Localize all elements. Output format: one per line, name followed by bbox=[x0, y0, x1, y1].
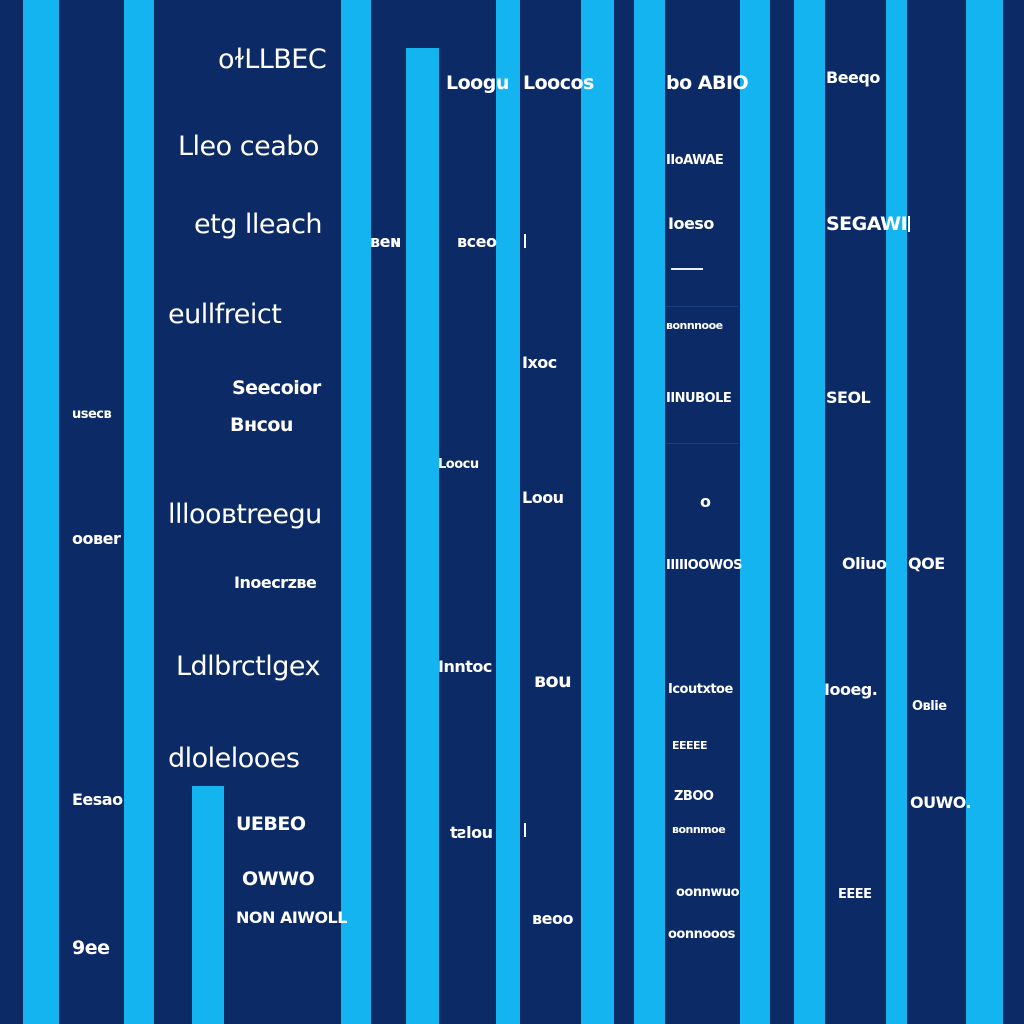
label-a5: Seecoior bbox=[232, 377, 321, 399]
stripe-1 bbox=[23, 0, 59, 1024]
stripe-3 bbox=[192, 786, 224, 1024]
label-d10: ZBOO bbox=[674, 789, 714, 804]
label-c4: Loocu bbox=[438, 457, 479, 472]
stripe-7 bbox=[581, 0, 614, 1024]
label-d2: IIoAWAE bbox=[666, 153, 724, 168]
label-c10: ʙeoo bbox=[532, 909, 573, 928]
stripe-4 bbox=[341, 0, 371, 1024]
label-e4: Oliuo bbox=[842, 554, 887, 573]
label-d13: oonnooos bbox=[668, 927, 735, 942]
label-c9: tƨlou bbox=[450, 823, 493, 842]
label-d4: ʙonnnooe bbox=[666, 319, 723, 332]
stripe-10 bbox=[794, 0, 825, 1024]
label-d7: IIIIIOOWOS bbox=[666, 558, 743, 573]
label-left-4: 9ee bbox=[72, 937, 110, 959]
label-a10: dlolelooes bbox=[168, 743, 300, 774]
label-a6: Bʜcou bbox=[230, 414, 293, 436]
label-e7: EEEE bbox=[838, 887, 872, 902]
label-e9: OUWO. bbox=[910, 793, 972, 812]
label-a4: eullfreict bbox=[168, 299, 282, 330]
label-b2: ʙceo bbox=[457, 232, 497, 251]
label-c5: Loou bbox=[522, 488, 564, 507]
label-a12: OWWO bbox=[242, 868, 315, 890]
label-d8: Icoutxtoe bbox=[668, 682, 733, 697]
label-a7: lllooʙtreegu bbox=[168, 499, 322, 530]
stripe-5 bbox=[406, 48, 439, 1024]
label-d5: IINUBOLE bbox=[666, 391, 732, 406]
label-left-2: ooʙer bbox=[72, 529, 121, 548]
stripe-2 bbox=[124, 0, 154, 1024]
label-e3: SEOL bbox=[826, 388, 871, 407]
label-a11: UEBEO bbox=[236, 813, 306, 835]
label-a3: etg lleach bbox=[194, 209, 323, 240]
label-d12: oonnwuo bbox=[676, 885, 740, 900]
label-d3: Ioeso bbox=[668, 214, 714, 233]
label-c2: Loocos bbox=[523, 72, 594, 94]
label-a8: Inoecrzʙe bbox=[234, 573, 317, 592]
label-c1: Loogu bbox=[446, 72, 509, 94]
label-d11: ʙonnmoe bbox=[672, 823, 726, 836]
label-d1: bo ABIO bbox=[666, 72, 749, 94]
stripe-9 bbox=[740, 0, 770, 1024]
label-e8: Oʙlie bbox=[912, 699, 947, 714]
label-d9: EEEEE bbox=[672, 739, 708, 752]
label-b1: ʙeɴ bbox=[370, 232, 401, 251]
label-a1: oɫLLBEC bbox=[218, 44, 327, 75]
label-e5: QOE bbox=[908, 554, 945, 573]
label-c7: Inntoc bbox=[438, 657, 492, 676]
tick-mark-1 bbox=[524, 234, 526, 248]
label-e2: SEGAWI bbox=[826, 213, 908, 235]
label-left-3: Eesao bbox=[72, 790, 123, 809]
label-d6: o bbox=[700, 492, 711, 511]
label-a9: Ldlbrctlgex bbox=[176, 651, 321, 682]
label-e6: Iooeg. bbox=[824, 680, 878, 699]
tick-mark-2 bbox=[524, 823, 526, 837]
label-a13: NON AIWOLL bbox=[236, 908, 347, 927]
separator-line-1 bbox=[666, 306, 738, 307]
label-c3: Ixoc bbox=[522, 353, 557, 372]
tick-mark-3 bbox=[908, 216, 910, 232]
label-a2: Lleo ceabo bbox=[178, 131, 319, 162]
stripe-12 bbox=[966, 0, 1003, 1024]
stripe-6 bbox=[496, 0, 520, 1024]
label-left-1: usecʙ bbox=[72, 407, 112, 422]
short-rule bbox=[671, 268, 703, 270]
stripe-8 bbox=[634, 0, 665, 1024]
stripe-11 bbox=[886, 0, 907, 1024]
separator-line-2 bbox=[666, 443, 738, 444]
label-c8: ʙou bbox=[534, 670, 572, 692]
label-e1: Beeqo bbox=[826, 68, 880, 87]
